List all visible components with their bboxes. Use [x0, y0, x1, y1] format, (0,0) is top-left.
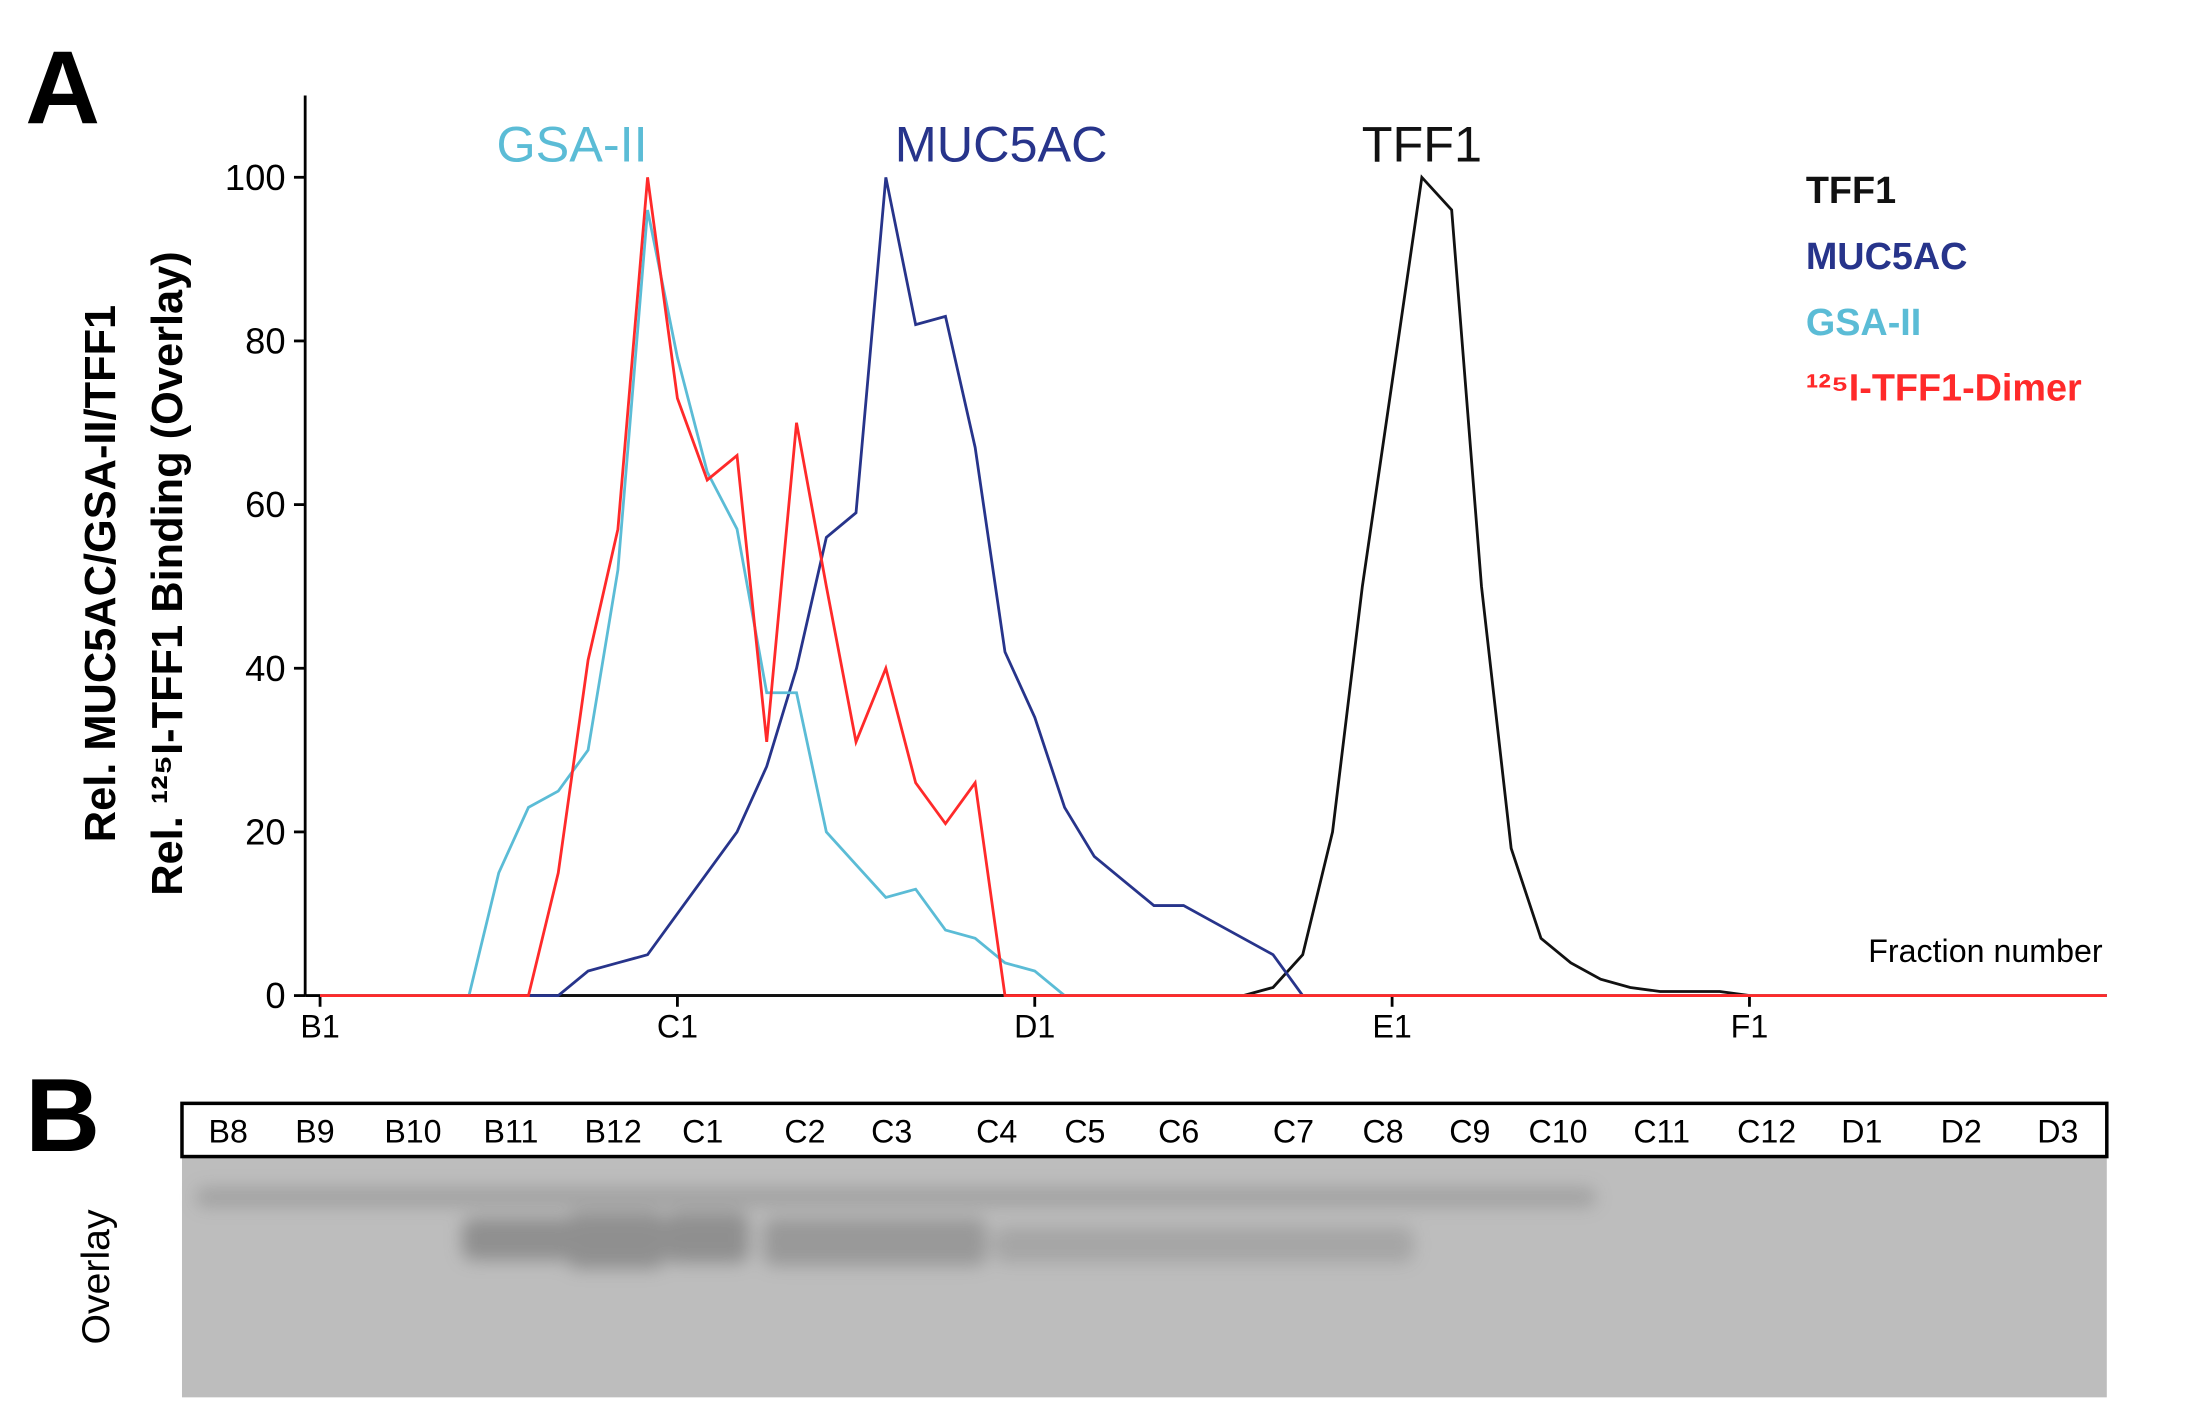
x-tick-label: D1 — [1014, 1009, 1055, 1045]
legend-entry: GSA-II — [1806, 302, 1921, 344]
lane-label: B11 — [484, 1114, 539, 1150]
x-tick-label: E1 — [1372, 1009, 1411, 1045]
peak-annotation: MUC5AC — [895, 115, 1108, 172]
y-tick-label: 60 — [245, 484, 285, 525]
lane-label: C7 — [1273, 1114, 1314, 1150]
data-line — [320, 177, 2107, 997]
lane-label: C10 — [1529, 1114, 1588, 1150]
legend-entry: TFF1 — [1806, 170, 1896, 212]
lane-label-box — [180, 1101, 2109, 1159]
y-axis-label: Rel. MUC5AC/GSA-II/TFF1 — [77, 305, 125, 842]
lane-label: C1 — [682, 1114, 723, 1150]
panel-label: A — [25, 29, 100, 145]
x-axis-label: Fraction number — [1868, 933, 2103, 969]
gel-ylabel: Overlay — [75, 1209, 118, 1344]
data-line — [320, 209, 2107, 997]
lane-label: C9 — [1449, 1114, 1490, 1150]
lane-label: B12 — [585, 1114, 642, 1150]
lane-label: C6 — [1158, 1114, 1199, 1150]
peak-annotation: TFF1 — [1362, 115, 1482, 172]
lane-label: C4 — [976, 1114, 1017, 1150]
lane-label: D3 — [2037, 1114, 2078, 1150]
lane-label: C12 — [1737, 1114, 1796, 1150]
legend-entry: ¹²⁵I-TFF1-Dimer — [1806, 368, 2082, 410]
x-tick-label: F1 — [1731, 1009, 1769, 1045]
lane-label: C11 — [1633, 1114, 1690, 1150]
lane-label: C8 — [1362, 1114, 1403, 1150]
y-axis-label: Rel. ¹²⁵I-TFF1 Binding (Overlay) — [144, 251, 192, 896]
x-tick-label: C1 — [657, 1009, 698, 1045]
lane-label: D1 — [1841, 1114, 1882, 1150]
lane-label: C2 — [784, 1114, 825, 1150]
lane-label: B9 — [295, 1114, 334, 1150]
panel-label: B — [25, 1057, 100, 1173]
y-tick-label: 40 — [245, 648, 285, 689]
data-line — [320, 177, 2107, 997]
legend-entry: MUC5AC — [1806, 236, 1968, 278]
gel-image — [181, 1156, 2107, 1398]
lane-label: D2 — [1941, 1114, 1982, 1150]
y-tick-label: 100 — [225, 157, 286, 198]
data-line — [320, 174, 2107, 997]
lane-label: B10 — [384, 1114, 441, 1150]
lane-label: C3 — [871, 1114, 912, 1150]
y-tick-label: 20 — [245, 812, 285, 853]
lane-label: B8 — [208, 1114, 247, 1150]
x-tick-label: B1 — [300, 1009, 339, 1045]
gel-bands — [195, 1187, 1596, 1269]
lane-label: C5 — [1064, 1114, 1105, 1150]
y-tick-label: 80 — [245, 321, 285, 362]
peak-annotation: GSA-II — [496, 115, 647, 172]
y-tick-label: 0 — [265, 975, 285, 1016]
